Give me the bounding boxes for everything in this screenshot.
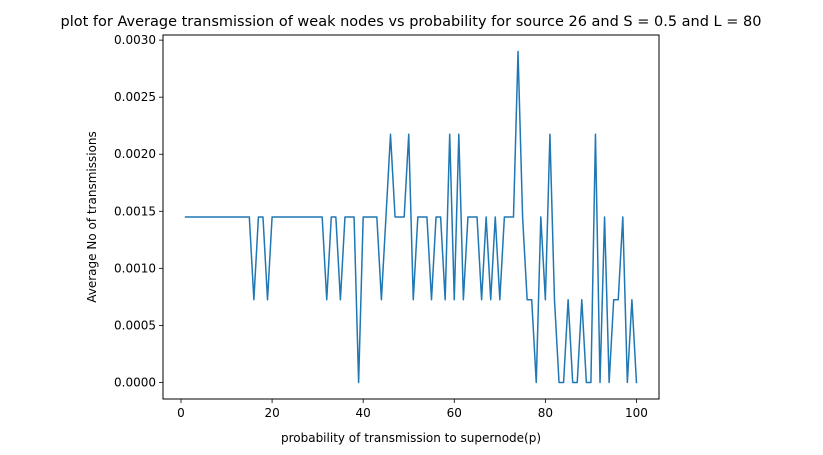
y-tick-label: 0.0000 <box>114 375 156 389</box>
x-axis: 0 20 40 60 80 100 <box>177 399 648 420</box>
series-line <box>184 50 638 384</box>
plot-line-layer <box>184 50 638 384</box>
y-axis-label: Average No of transmissions <box>85 131 99 303</box>
x-tick-label: 40 <box>356 406 371 420</box>
x-tick-label: 60 <box>447 406 462 420</box>
y-tick-label: 0.0020 <box>114 147 156 161</box>
y-tick-label: 0.0015 <box>114 204 156 218</box>
y-tick-label: 0.0025 <box>114 90 156 104</box>
x-tick-label: 0 <box>177 406 185 420</box>
x-tick-label: 20 <box>264 406 279 420</box>
chart-title: plot for Average transmission of weak no… <box>61 14 762 30</box>
y-tick-label: 0.0005 <box>114 318 156 332</box>
plot-frame <box>162 34 660 400</box>
x-tick-label: 100 <box>625 406 648 420</box>
x-axis-label: probability of transmission to supernode… <box>281 431 541 445</box>
y-tick-label: 0.0030 <box>114 33 156 47</box>
y-tick-label: 0.0010 <box>114 261 156 275</box>
y-axis: 0.0000 0.0005 0.0010 0.0015 0.0020 0.0025 0.00… <box>114 33 163 389</box>
x-tick-label: 80 <box>538 406 553 420</box>
